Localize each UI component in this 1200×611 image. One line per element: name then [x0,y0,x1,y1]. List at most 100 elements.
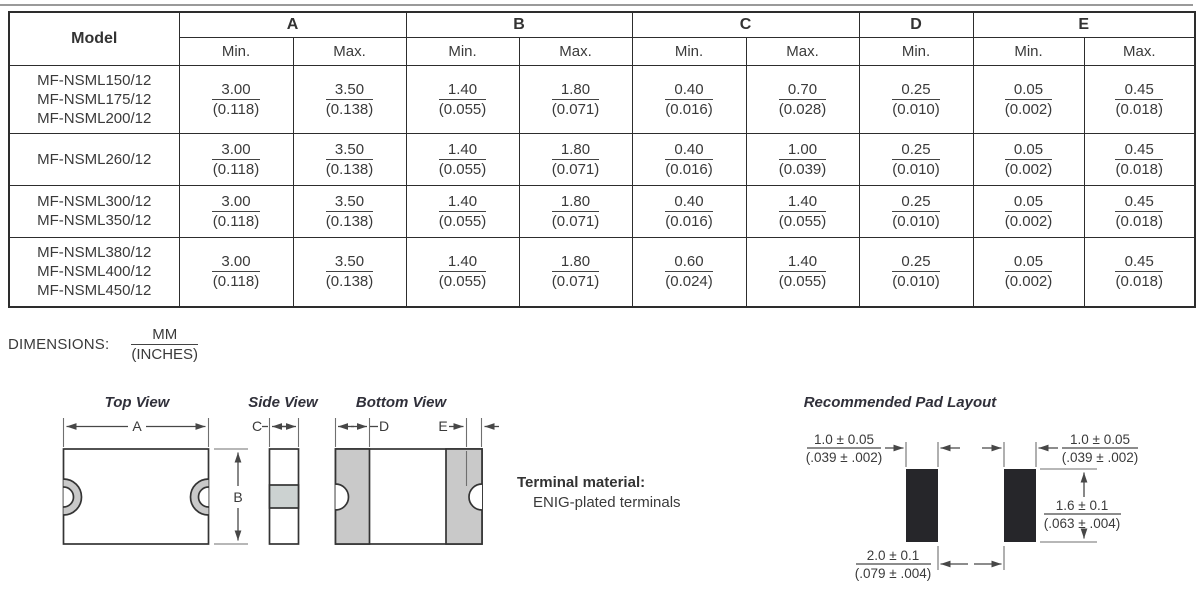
mm-value: 3.00 [212,141,260,160]
b-dim-label: B [233,489,242,505]
spec-cell: 0.45 (0.018) [1083,184,1196,238]
mm-value: 0.25 [892,81,940,100]
inch-value: (0.016) [665,160,713,178]
mm-value: 1.40 [438,141,487,160]
inch-value: (0.002) [1004,160,1053,178]
model-name: MF-NSML350/12 [37,212,152,229]
mm-value: 3.00 [212,81,260,100]
inch-value: (0.055) [438,100,487,118]
spec-cell: 1.40 (0.055) [745,236,860,308]
mm-value: 1.80 [551,81,600,100]
spec-cell: 1.00 (0.039) [745,132,860,186]
mm-value: 1.40 [438,81,487,100]
header-row-minmax: Min. Max. Min. Max. Min. Max. Min. Min. … [9,36,1196,66]
model-cell: MF-NSML300/12 MF-NSML350/12 [8,184,180,238]
inch-value: (0.018) [1115,212,1164,230]
inch-value: (0.028) [778,100,827,118]
spec-cell: 3.00 (0.118) [178,236,294,308]
inch-value: (0.010) [892,273,940,291]
inch-value: (0.018) [1115,160,1164,178]
spec-cell: 3.50 (0.138) [292,236,407,308]
top-view-right-notch-hole [197,486,209,508]
pad-width-mm: 1.0 ± 0.05 [1070,432,1130,447]
spec-cell: 0.05 (0.002) [972,236,1085,308]
side-view-title: Side View [248,394,319,411]
mm-value: 1.80 [551,141,600,160]
pad-height-mm: 1.6 ± 0.1 [1056,498,1108,513]
inch-value: (0.138) [325,160,374,178]
pad-gap-mm: 2.0 ± 0.1 [867,548,919,563]
right-pad [1004,469,1036,542]
spec-cell: 0.40 (0.016) [631,132,747,186]
spec-cell: 0.60 (0.024) [631,236,747,308]
mm-value: 0.40 [665,81,713,100]
mm-value: 1.40 [438,193,487,212]
col-d-min: Min. [858,36,974,66]
bottom-view-title: Bottom View [356,394,448,411]
model-header: Model [8,11,180,66]
col-group-b: B [405,11,633,38]
table-row: MF-NSML300/12 MF-NSML350/12 3.00 (0.118) … [8,184,1196,238]
col-c-min: Min. [631,36,747,66]
model-name: MF-NSML175/12 [37,90,152,108]
mm-value: 3.50 [325,253,374,273]
mm-value: 1.80 [551,193,600,212]
spec-cell: 0.05 (0.002) [972,184,1085,238]
inch-value: (0.055) [438,273,487,291]
inch-value: (0.118) [212,160,260,178]
spec-cell: 0.05 (0.002) [972,64,1085,134]
spec-cell: 1.80 (0.071) [518,64,633,134]
mm-value: 0.25 [892,193,940,212]
inch-value: (0.024) [665,273,713,291]
top-view-body [62,448,210,545]
pad-height-in: (.063 ± .004) [1044,516,1120,531]
spec-cell: 1.80 (0.071) [518,236,633,308]
col-b-max: Max. [518,36,633,66]
model-name: MF-NSML300/12 [37,193,152,210]
mm-value: 1.00 [778,141,827,160]
inch-value: (0.010) [892,160,940,178]
model-name: MF-NSML260/12 [37,150,152,168]
mm-value: 3.50 [325,193,374,212]
inch-value: (0.010) [892,100,940,118]
top-view-left-notch-hole [63,486,75,508]
mm-value: 1.80 [551,253,600,273]
spec-cell: 1.40 (0.055) [405,184,520,238]
a-dim-label: A [132,418,142,434]
inch-value: (0.071) [551,160,600,178]
inch-value: (0.016) [665,100,713,118]
col-group-e: E [972,11,1196,38]
side-view-element-band [268,484,300,509]
spec-cell: 3.50 (0.138) [292,64,407,134]
spec-cell: 0.45 (0.018) [1083,64,1196,134]
spec-cell: 1.40 (0.055) [405,64,520,134]
spec-cell: 0.05 (0.002) [972,132,1085,186]
mm-value: 3.50 [325,81,374,100]
top-rule [0,4,1193,6]
model-name: MF-NSML200/12 [37,109,152,127]
model-name: MF-NSML400/12 [37,263,152,281]
spec-cell: 0.40 (0.016) [631,184,747,238]
units-inches: (INCHES) [131,346,199,363]
spec-cell: 0.70 (0.028) [745,64,860,134]
dimension-spec-table: Model A B C D E Min. Max. Min. Max. Min.… [8,11,1196,308]
spec-cell: 3.50 (0.138) [292,184,407,238]
pad-width-in: (.039 ± .002) [806,450,882,465]
mm-value: 0.05 [1004,253,1053,273]
spec-cell: 0.25 (0.010) [858,64,974,134]
mm-value: 0.05 [1004,141,1053,160]
units-fraction: MM (INCHES) [131,326,199,363]
inch-value: (0.002) [1004,212,1053,230]
inch-value: (0.138) [325,100,374,118]
inch-value: (0.118) [212,100,260,118]
inch-value: (0.002) [1004,100,1053,118]
spec-cell: 0.25 (0.010) [858,132,974,186]
mm-value: 1.40 [778,253,827,273]
col-b-min: Min. [405,36,520,66]
col-group-d: D [858,11,974,38]
col-e-max: Max. [1083,36,1196,66]
col-group-a: A [178,11,407,38]
mm-value: 1.40 [778,193,827,212]
col-a-max: Max. [292,36,407,66]
spec-cell: 0.45 (0.018) [1083,236,1196,308]
